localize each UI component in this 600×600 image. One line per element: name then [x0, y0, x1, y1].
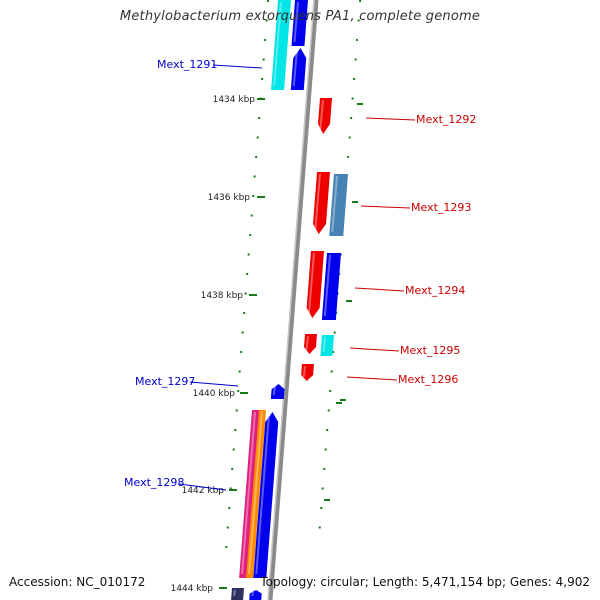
- gene-labels: Mext_1291 Mext_1292 Mext_1293 Mext_1294 …: [124, 58, 476, 491]
- gene-feature-blue: [249, 590, 262, 600]
- gene-feature-red: [318, 98, 332, 134]
- gene-feature-steelblue-shine: [331, 175, 338, 233]
- gene-feature-red: [313, 172, 330, 234]
- scale-ticks: 1434 kbp 1436 kbp 1438 kbp 1440 kbp 1442…: [171, 95, 265, 594]
- leader-line: [349, 347, 400, 352]
- leader-line: [346, 376, 398, 381]
- gene-label-mext-1294[interactable]: Mext_1294: [405, 284, 465, 297]
- gene-feature-blue-shine: [292, 49, 298, 87]
- gene-feature-red: [301, 364, 314, 381]
- leader-line: [360, 205, 411, 209]
- gene-feature-cyan-shine: [273, 1, 282, 87]
- gene-feature-blue-shine: [323, 254, 331, 317]
- gene-label-mext-1295[interactable]: Mext_1295: [400, 344, 460, 357]
- gene-feature-blue: [291, 0, 308, 46]
- gene-feature-red-shine: [305, 335, 309, 351]
- leader-line: [189, 381, 239, 387]
- genome-backbone-highlight: [267, 0, 315, 600]
- gene-feature-orange-shine: [248, 411, 263, 575]
- gene-feature-red: [306, 251, 324, 318]
- gene-feature-blue: [290, 48, 307, 90]
- tick-label: 1438 kbp: [201, 291, 244, 301]
- map-title: Methylobacterium extorquens PA1, complet…: [119, 9, 481, 24]
- gene-label-mext-1293[interactable]: Mext_1293: [411, 201, 471, 214]
- gene-features: [231, 0, 348, 600]
- gene-feature-red-shine: [307, 252, 315, 315]
- gene-feature-blue-shine: [293, 1, 299, 43]
- gene-feature-blue-shine: [272, 385, 276, 396]
- gene-feature-blue: [253, 412, 279, 578]
- genome-backbone: [267, 0, 319, 600]
- gene-feature-blue: [321, 253, 341, 320]
- leader-line: [354, 287, 405, 292]
- gene-feature-red-shine: [302, 365, 306, 378]
- gene-feature-red: [304, 334, 317, 354]
- gene-feature-steelblue: [329, 174, 348, 236]
- gene-label-mext-1292[interactable]: Mext_1292: [416, 113, 476, 126]
- gene-feature-magenta-shine: [241, 411, 256, 575]
- gene-feature-blue: [270, 384, 285, 399]
- gene-label-mext-1297[interactable]: Mext_1297: [135, 375, 195, 388]
- leader-line: [365, 117, 416, 121]
- tick-label: 1434 kbp: [213, 95, 256, 105]
- gene-feature-blue-shine: [251, 591, 254, 597]
- tick-label: 1436 kbp: [208, 193, 251, 203]
- gene-feature-cyan-shine: [322, 336, 326, 353]
- tick-label: 1444 kbp: [171, 584, 214, 594]
- leader-line: [212, 64, 263, 69]
- gene-label-mext-1296[interactable]: Mext_1296: [398, 373, 458, 386]
- gene-feature-magenta: [239, 410, 261, 578]
- gene-label-mext-1291[interactable]: Mext_1291: [157, 58, 217, 71]
- leader-line: [178, 483, 227, 491]
- accession-text: Accession: NC_010172: [9, 575, 146, 589]
- gene-feature-red-shine: [314, 173, 321, 231]
- gene-feature-cyan: [320, 335, 334, 356]
- gene-feature-blue-shine: [255, 413, 270, 575]
- genome-summary-text: Topology: circular; Length: 5,471,154 bp…: [260, 575, 590, 589]
- tick-label: 1440 kbp: [193, 389, 236, 399]
- gene-feature-cyan: [271, 0, 291, 90]
- gene-feature-dark: [231, 588, 244, 600]
- gene-label-mext-1298[interactable]: Mext_1298: [124, 476, 184, 489]
- gene-feature-red-shine: [319, 99, 324, 131]
- tick-label: 1442 kbp: [182, 486, 225, 496]
- gene-feature-dark-shine: [233, 589, 236, 597]
- gene-feature-orange: [246, 410, 266, 578]
